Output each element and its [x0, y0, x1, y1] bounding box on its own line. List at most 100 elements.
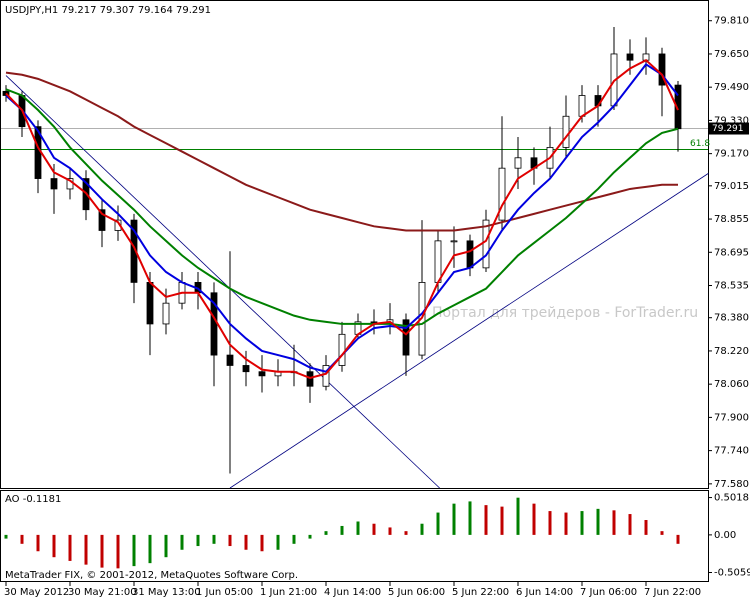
ao-bar — [276, 534, 280, 550]
watermark: Портал для трейдеров - ForTrader.ru — [432, 305, 698, 321]
candle-body — [162, 302, 170, 325]
candle-body — [434, 240, 442, 283]
candle-body — [258, 371, 266, 377]
ao-bar — [612, 510, 616, 535]
candle-body — [146, 282, 154, 325]
ao-bar — [500, 506, 504, 535]
chart-title: USDJPY,H1 79.217 79.307 79.164 79.291 — [5, 5, 211, 16]
candle-body — [306, 371, 314, 387]
indicator-label: AO -0.1181 — [5, 494, 61, 505]
ao-bar — [228, 534, 232, 547]
ao-bar — [340, 525, 344, 535]
ao-bar — [292, 534, 296, 544]
ao-bar — [676, 534, 680, 544]
ao-bar — [452, 503, 456, 535]
ao-bar — [116, 534, 120, 569]
ao-bar — [580, 511, 584, 535]
ao-bar — [20, 534, 24, 544]
candle-body — [338, 333, 346, 366]
candle-body — [242, 365, 250, 373]
x-tick-label: 30 May 2012 — [4, 587, 69, 598]
ao-bar — [4, 534, 8, 539]
ao-bar — [260, 534, 264, 552]
x-tick-label: 1 Jun 21:00 — [260, 587, 317, 598]
y-tick-label: 77.900 — [714, 412, 749, 423]
y-tick-label: 78.855 — [714, 214, 749, 225]
candle-body — [498, 167, 506, 221]
ao-bar — [532, 503, 536, 535]
ao-bar — [372, 523, 376, 535]
moving-average — [5, 58, 679, 379]
ao-bar — [244, 534, 248, 550]
ao-bar — [52, 534, 56, 558]
ao-bar — [468, 501, 472, 535]
ao-bar — [36, 534, 40, 552]
y-tick-label: 0.5018 — [714, 493, 749, 504]
ao-bar — [420, 523, 424, 535]
ao-bar — [212, 534, 216, 544]
ao-bar — [68, 534, 72, 561]
ao-bar — [356, 521, 360, 535]
main-pane — [0, 0, 709, 489]
candle-body — [322, 365, 330, 387]
candle-body — [130, 219, 138, 283]
ao-bar — [548, 511, 552, 535]
candle-body — [226, 354, 234, 366]
candle-body — [658, 53, 666, 86]
candle-body — [626, 53, 634, 61]
ao-bar — [180, 534, 184, 550]
y-tick-label: 77.740 — [714, 446, 749, 457]
trend-line — [5, 75, 440, 489]
moving-average — [5, 71, 678, 232]
candle-body — [562, 115, 570, 148]
y-tick-label: 78.535 — [714, 281, 749, 292]
moving-average — [5, 88, 679, 328]
ao-bar — [84, 534, 88, 565]
footer: MetaTrader FIX, © 2001-2012, MetaQuotes … — [5, 570, 298, 581]
candle-body — [402, 319, 410, 356]
candle-body — [450, 240, 458, 243]
ao-pane — [0, 490, 709, 582]
x-tick-label: 4 Jun 14:00 — [324, 587, 381, 598]
y-tick-label: 78.220 — [714, 346, 749, 357]
ao-bar — [660, 531, 664, 535]
ao-bar — [628, 514, 632, 535]
y-tick-label: 79.170 — [714, 149, 749, 160]
y-tick-label: 78.380 — [714, 313, 749, 324]
x-tick-label: 6 Jun 14:00 — [516, 587, 573, 598]
x-tick-label: 1 Jun 05:00 — [196, 587, 253, 598]
y-tick-label: 79.650 — [714, 49, 749, 60]
y-tick-label: 78.695 — [714, 247, 749, 258]
level-label: 61.8 — [690, 139, 710, 149]
x-tick-label: 7 Jun 22:00 — [644, 587, 701, 598]
x-tick-label: 30 May 21:00 — [68, 587, 137, 598]
x-tick-label: 31 May 13:00 — [132, 587, 201, 598]
candle-body — [50, 178, 58, 190]
x-tick-label: 7 Jun 06:00 — [580, 587, 637, 598]
x-tick-label: 5 Jun 06:00 — [388, 587, 445, 598]
ao-bar — [100, 534, 104, 568]
ao-bar — [388, 527, 392, 535]
ao-bar — [148, 534, 152, 564]
ao-bar — [164, 534, 168, 558]
y-tick-label: 79.810 — [714, 16, 749, 27]
ao-bar — [308, 534, 312, 539]
candle-body — [98, 209, 106, 231]
ao-bar — [516, 497, 520, 535]
y-tick-label: 0.00 — [714, 530, 736, 541]
candle-body — [514, 157, 522, 169]
ao-bar — [132, 534, 136, 567]
y-tick-label: 79.490 — [714, 82, 749, 93]
candle-body — [466, 240, 474, 269]
ao-bar — [596, 508, 600, 535]
ao-bar — [484, 505, 488, 535]
y-tick-label: -0.5059 — [714, 568, 750, 579]
last-price-box — [709, 122, 749, 135]
ao-bar — [404, 531, 408, 535]
ao-bar — [644, 520, 648, 535]
y-tick-label: 78.060 — [714, 379, 749, 390]
y-tick-label: 77.580 — [714, 479, 749, 490]
candle-body — [578, 95, 586, 117]
ao-bar — [196, 534, 200, 547]
last-price-label: 79.291 — [712, 124, 744, 134]
